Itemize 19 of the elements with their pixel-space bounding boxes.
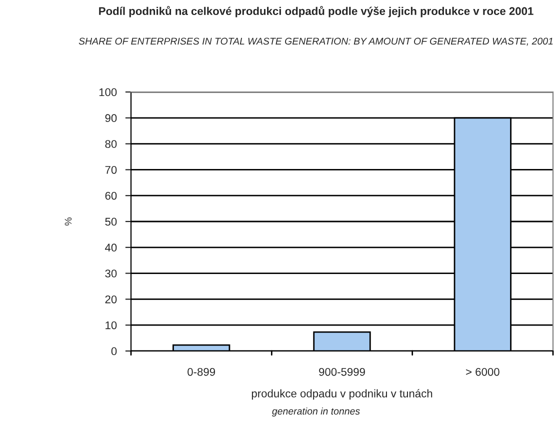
y-tick-label: 20 (105, 295, 117, 304)
y-tick-label: 30 (105, 270, 117, 278)
x-tick-label: 0-899 (188, 368, 216, 376)
y-tick-label: 90 (105, 114, 117, 122)
y-tick-label: 60 (105, 192, 117, 200)
y-tick-label: 70 (105, 166, 117, 174)
x-tick-label: > 6000 (466, 368, 500, 376)
x-axis-title: produkce odpadu v podniku v tunách (252, 389, 432, 400)
text: generation in tonnes (272, 407, 360, 417)
y-axis-title: % (64, 218, 72, 226)
y-tick-label: 0 (111, 347, 117, 356)
y-tick-label: 50 (105, 218, 117, 226)
y-tick-label: 100 (99, 88, 117, 96)
y-tick-label: 40 (105, 244, 117, 252)
y-tick-label: 80 (105, 140, 117, 148)
y-tick-label: 10 (106, 321, 117, 330)
chart-title: Podíl podniků na celkové produkci odpadů podle výše jejich produkce v roce 2001 (99, 6, 534, 18)
chart-subtitle: SHARE OF ENTERPRISES IN TOTAL WASTE GENERATION: BY AMOUNT OF GENERATED WASTE, 2001 (78, 38, 553, 46)
x-tick-label: 900-5999 (319, 368, 365, 376)
